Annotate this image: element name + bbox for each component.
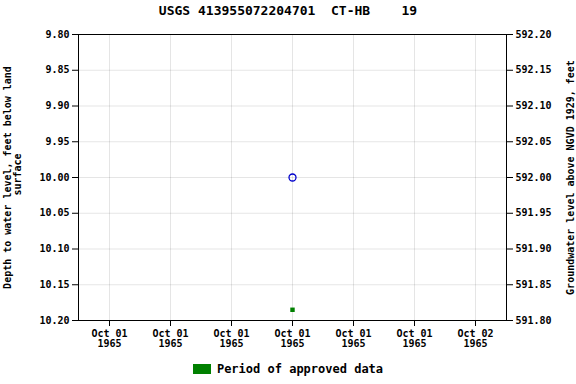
svg-text:Groundwater level above NGVD 1: Groundwater level above NGVD 1929, feet [565,60,576,295]
html-text:Period of approved data: Period of approved data [216,362,384,376]
svg-text:Oct 011965: Oct 011965 [274,328,310,349]
svg-text:Depth to water level, feet bel: Depth to water level, feet below land su… [2,66,23,289]
svg-text:592.05: 592.05 [516,136,552,147]
svg-text:Oct 011965: Oct 011965 [152,328,188,349]
svg-text:592.10: 592.10 [516,100,552,111]
svg-text:10.05: 10.05 [39,207,69,218]
svg-text:591.90: 591.90 [516,243,552,254]
svg-text:10.10: 10.10 [39,243,69,254]
svg-text:Oct 011965: Oct 011965 [213,328,249,349]
svg-text:10.15: 10.15 [39,279,69,290]
svg-text:9.85: 9.85 [45,64,69,75]
svg-text:592.20: 592.20 [516,29,552,40]
html-text:USGS 413955072204701 CT-HB 19: USGS 413955072204701 CT-HB 19 [158,3,418,18]
svg-text:Oct 021965: Oct 021965 [457,328,493,349]
svg-text:591.85: 591.85 [516,279,552,290]
svg-text:Oct 011965: Oct 011965 [91,328,127,349]
svg-text:592.00: 592.00 [516,172,552,183]
svg-text:592.15: 592.15 [516,64,552,75]
svg-text:10.20: 10.20 [39,315,69,326]
svg-text:Oct 011965: Oct 011965 [396,328,432,349]
svg-text:9.95: 9.95 [45,136,69,147]
svg-text:591.95: 591.95 [516,207,552,218]
svg-text:9.90: 9.90 [45,100,69,111]
svg-text:10.00: 10.00 [39,172,69,183]
svg-text:Oct 011965: Oct 011965 [335,328,371,349]
svg-text:591.80: 591.80 [516,315,552,326]
svg-text:9.80: 9.80 [45,29,69,40]
